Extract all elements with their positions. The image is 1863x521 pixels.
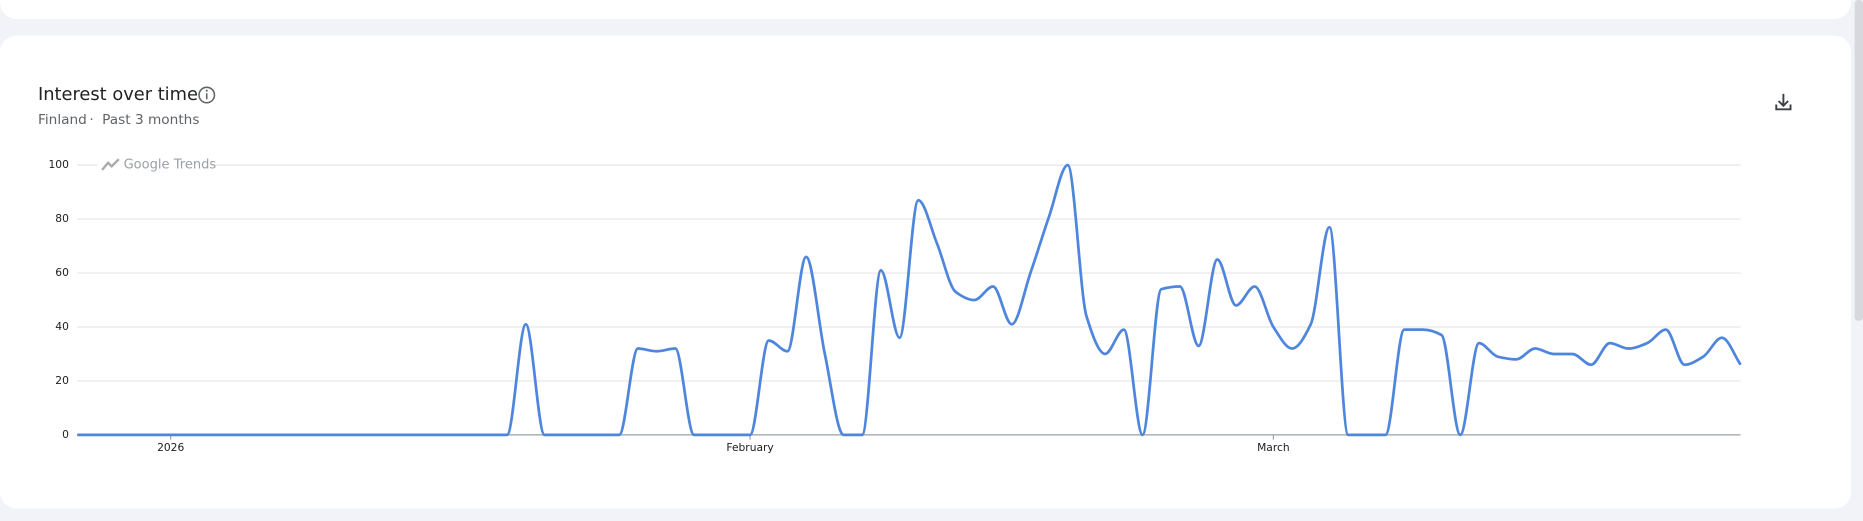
x-tick-label: February xyxy=(726,441,773,454)
top-card xyxy=(0,0,1852,20)
watermark-bg xyxy=(97,155,212,175)
subtitle-region: Finland xyxy=(38,112,87,128)
x-tick-label: 2026 xyxy=(157,441,184,454)
scrollbar[interactable] xyxy=(1854,0,1863,321)
y-tick-label: 100 xyxy=(49,158,70,171)
y-tick-label: 40 xyxy=(55,320,69,333)
line-series xyxy=(77,163,1742,437)
y-tick-label: 20 xyxy=(55,374,69,387)
x-tick-label: March xyxy=(1257,441,1290,454)
y-tick-label: 60 xyxy=(55,266,69,279)
card xyxy=(0,35,1852,509)
separator: · xyxy=(89,112,93,128)
y-tick-label: 0 xyxy=(62,428,69,441)
chart-title: Interest over time xyxy=(38,84,198,105)
watermark-icon xyxy=(101,158,120,171)
info-icon[interactable] xyxy=(198,86,216,104)
subtitle-period: Past 3 months xyxy=(102,112,199,128)
download-button[interactable] xyxy=(1775,93,1792,111)
plot: 0 20 40 60 80 100 2026 February March xyxy=(49,158,1742,454)
watermark: Google Trends xyxy=(124,158,217,173)
y-tick-label: 80 xyxy=(55,212,69,225)
